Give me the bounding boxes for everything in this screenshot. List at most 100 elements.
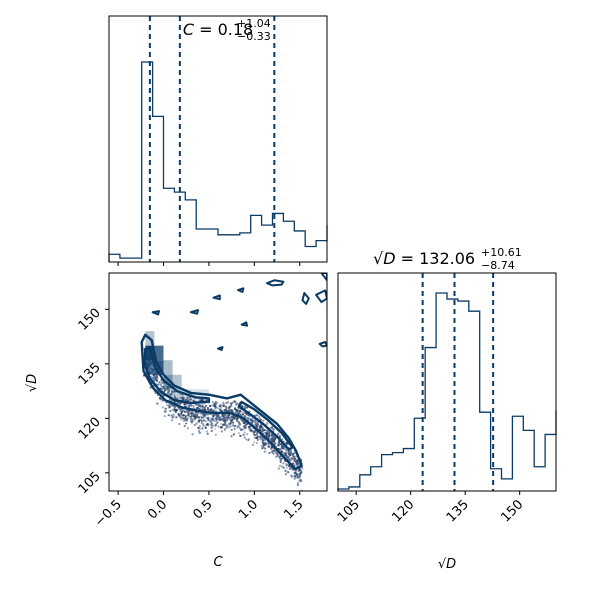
scatter-point [197,405,200,408]
scatter-content [140,273,327,491]
scatter-point [243,415,246,418]
scatter-point [190,412,193,415]
scatter-point [282,462,285,465]
scatter-point [211,401,214,404]
scatter-point [255,424,258,428]
scatter-point [265,429,269,432]
scatter-point [217,407,220,410]
scatter-point [249,429,252,432]
scatter-point [237,432,241,435]
scatter-point [287,451,290,454]
scatter-point [204,405,207,408]
scatter-point [251,430,254,433]
scatter-point [214,403,217,406]
scatter-point [204,420,208,423]
scatter-point [281,447,284,450]
scatter-y-tick-label-2: 135 [76,360,104,388]
scatter-point [220,416,223,420]
scatter-point [207,417,210,420]
scatter-point [168,404,171,407]
scatter-point [287,457,290,460]
contour-island-3 [237,287,245,293]
scatter-point [227,426,231,429]
scatter-point [287,464,291,468]
scatter-point [261,441,264,444]
scatter-point [161,406,164,409]
scatter-point [225,402,228,405]
scatter-point [163,407,167,410]
scatter-point [242,428,245,431]
scatter-point [290,475,294,479]
scatter-point [186,414,189,417]
scatter-point [293,477,296,480]
scatter-point [243,405,247,408]
scatter-point [211,424,214,427]
scatter-point [242,433,245,436]
contour-island-7 [301,292,310,305]
scatter-point [184,417,187,420]
scatter-point [205,430,208,433]
scatter-point [170,404,173,407]
scatter-point [230,428,233,432]
scatter-point [235,420,239,423]
scatter-point [298,475,301,479]
scatter-point [253,429,256,433]
scatter-point [201,404,204,408]
scatter-point [163,389,166,392]
scatter-point [250,421,254,424]
scatter-point [191,418,195,421]
title-sqrtd-equals: = [396,249,420,268]
scatter-point [228,406,231,409]
scatter-point [213,427,216,431]
scatter-point [298,474,301,477]
scatter-point [281,465,284,468]
scatter-point [226,424,230,427]
scatter-point [297,481,300,485]
scatter-point [189,404,192,407]
scatter-point [245,417,248,420]
scatter-point [285,470,288,473]
scatter-point [232,421,235,424]
scatter-point [189,420,193,423]
scatter-point [154,378,157,381]
scatter-point [271,434,274,437]
contour-island-6 [266,279,285,287]
scatter-point [259,425,263,428]
scatter-point [279,448,282,451]
scatter-point [211,409,214,412]
scatter-point [250,419,253,422]
scatter-point [291,468,294,471]
scatter-point [221,413,224,416]
scatter-point [229,402,233,405]
scatter-point [219,426,223,429]
contour-island-9 [320,273,327,282]
scatter-point [260,444,263,447]
scatter-point [221,424,225,427]
scatter-point [215,419,219,422]
scatter-point [276,454,279,457]
scatter-point [186,411,190,414]
scatter-point [176,397,179,400]
scatter-point [166,404,169,407]
scatter-point [176,409,179,412]
scatter-point [219,406,222,410]
scatter-point [289,452,293,455]
scatter-point [280,457,283,460]
scatter-point [195,422,198,426]
scatter-point [235,402,239,405]
scatter-point [167,406,170,409]
scatter-point [230,415,234,418]
scatter-point [184,410,187,414]
scatter-point [179,409,182,412]
scatter-point [292,452,295,455]
scatter-y-tick-label-0: 105 [76,469,104,497]
scatter-x-tick-label-0: −0.5 [92,497,125,530]
scatter-point [201,427,204,430]
scatter-point [175,408,179,412]
title-sqrtd-param: √D [373,249,396,268]
scatter-point [209,423,213,426]
scatter-point [184,418,188,422]
scatter-point [239,427,242,430]
scatter-point [157,383,160,386]
scatter-point [218,417,221,420]
